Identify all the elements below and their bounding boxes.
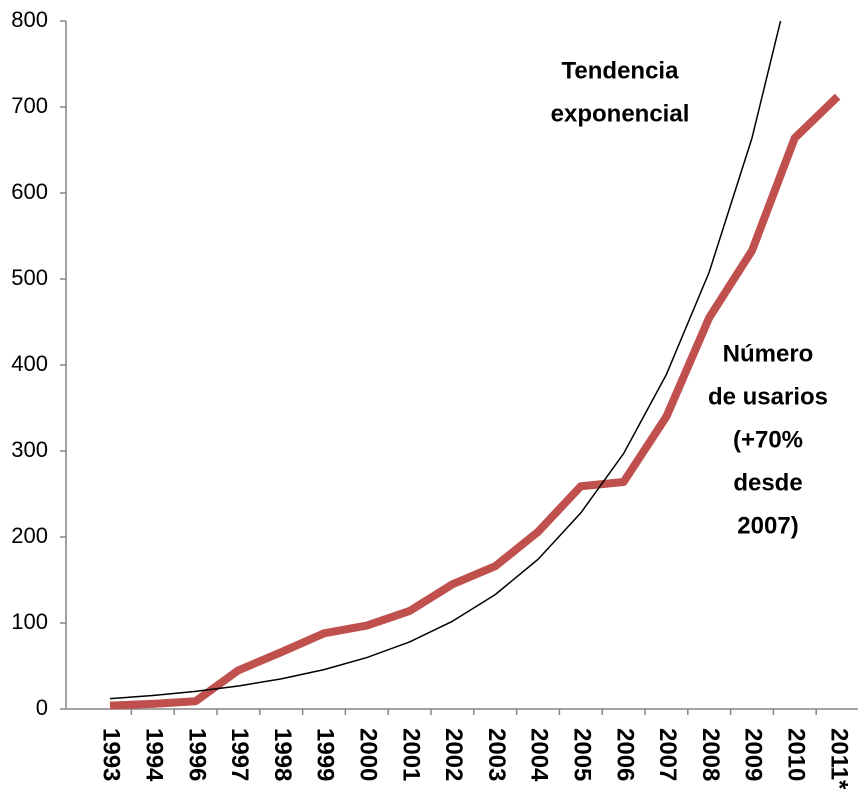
- y-tick-label: 800: [11, 7, 48, 32]
- trend-line: [109, 21, 782, 700]
- x-tick-label: 2007: [654, 728, 681, 781]
- annotation: exponencial: [551, 100, 690, 127]
- annotation: de usarios: [708, 383, 828, 410]
- users-line: [109, 93, 841, 710]
- annotation: Número: [723, 340, 814, 367]
- y-tick-label: 200: [11, 523, 48, 548]
- y-tick-label: 0: [36, 695, 48, 720]
- x-tick-label: 2004: [526, 728, 553, 782]
- x-tick-label: 2002: [440, 728, 467, 781]
- y-tick-label: 300: [11, 437, 48, 462]
- x-tick-label: 2006: [611, 728, 638, 781]
- y-tick-label: 700: [11, 93, 48, 118]
- x-tick-label: 1996: [183, 728, 210, 781]
- annotation: (+70%: [733, 426, 803, 453]
- annotations: Tendencia exponencial Número de usarios (+70…: [551, 57, 828, 539]
- x-tick-label: 2005: [568, 728, 595, 781]
- x-tick-label: 2011*: [825, 728, 852, 790]
- x-tick-label: 1998: [269, 728, 296, 781]
- x-tick-label: 2010: [782, 728, 809, 781]
- x-tick-label: 2008: [697, 728, 724, 781]
- annotation: Tendencia: [562, 57, 680, 84]
- x-tick-label: 2009: [740, 728, 767, 781]
- x-tick-label: 2000: [354, 728, 381, 781]
- y-tick-label: 600: [11, 179, 48, 204]
- x-tick-label: 1997: [226, 728, 253, 781]
- x-tick-label: 1999: [312, 728, 339, 781]
- y-tick-label: 500: [11, 265, 48, 290]
- x-tick-label: 1994: [140, 728, 167, 782]
- x-tick-label: 2001: [397, 728, 424, 781]
- y-tick-label: 400: [11, 351, 48, 376]
- annotation: desde: [733, 469, 802, 496]
- y-tick-label: 100: [11, 609, 48, 634]
- annotation: 2007): [737, 512, 798, 539]
- x-tick-label: 1993: [98, 728, 125, 781]
- x-tick-label: 2003: [483, 728, 510, 781]
